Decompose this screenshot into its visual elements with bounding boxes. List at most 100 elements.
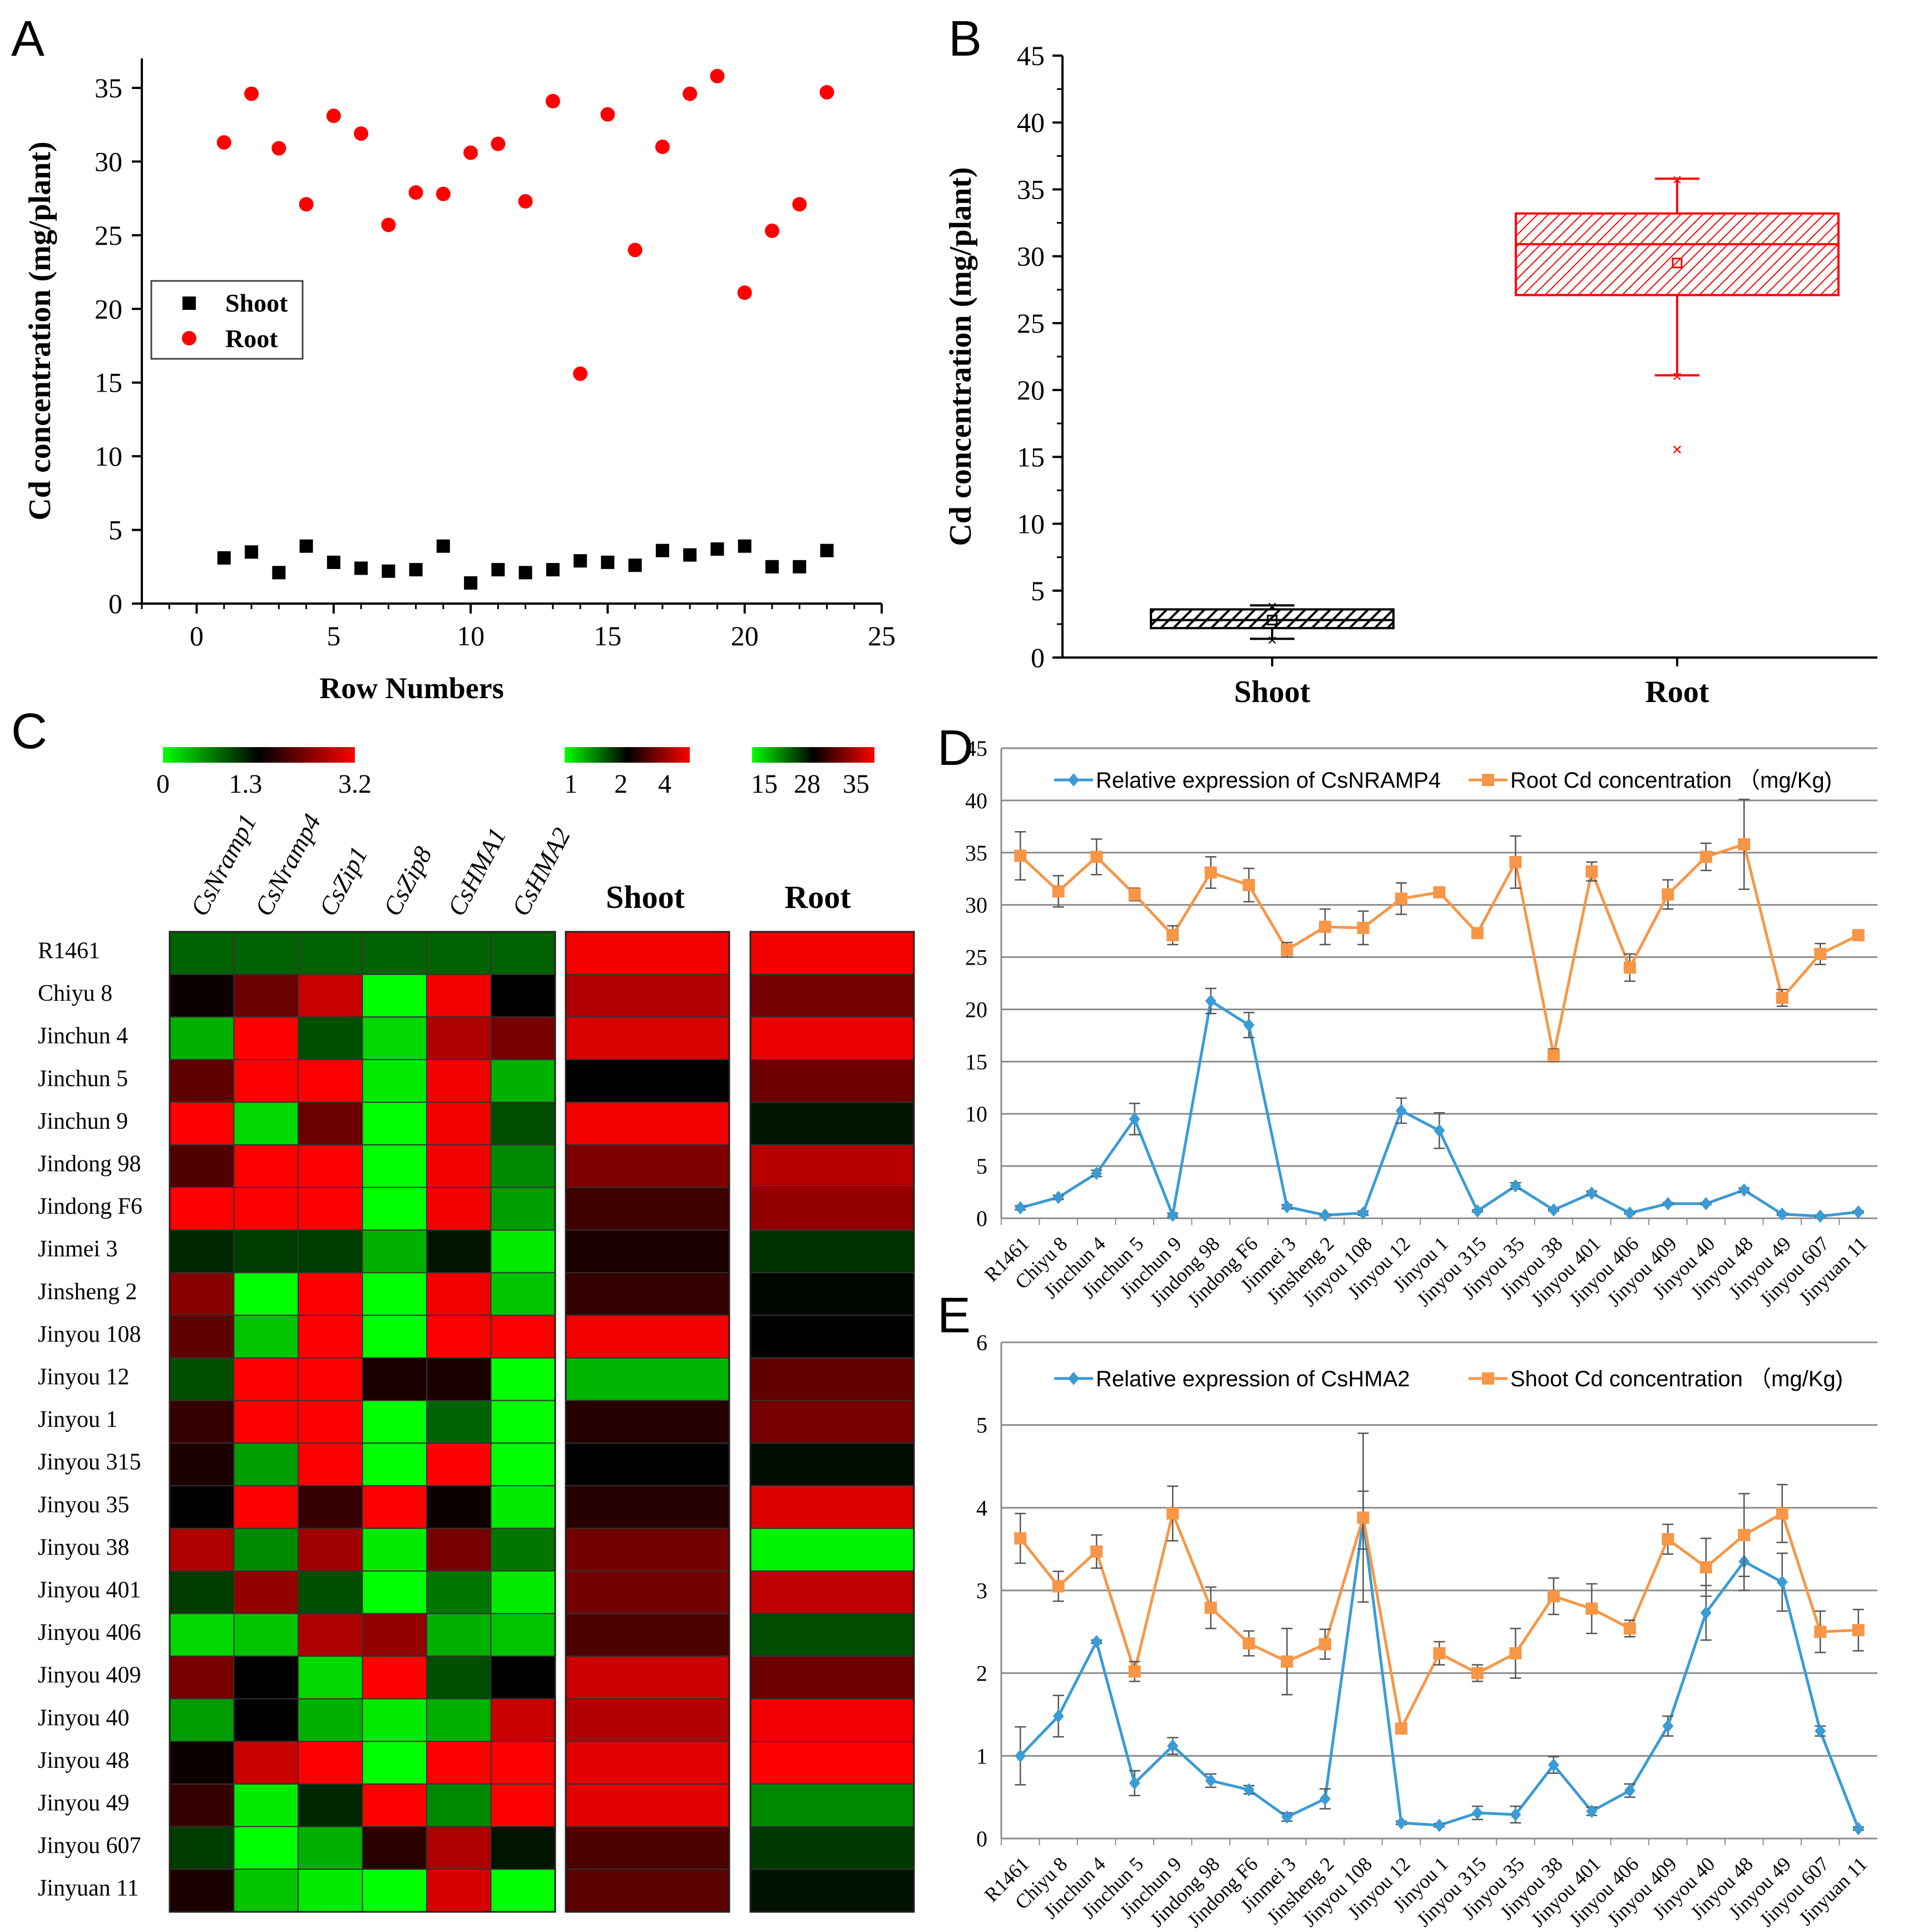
y-axis-title: Cd concentration (mg/plant)	[23, 141, 57, 520]
data-point	[1204, 1602, 1217, 1614]
data-point	[1243, 1018, 1255, 1032]
shoot-point	[683, 548, 697, 562]
heatmap-cell	[169, 931, 235, 975]
root-heatmap-cell	[750, 1442, 915, 1486]
heatmap-cell	[490, 1187, 556, 1231]
x-tick-label: 25	[868, 620, 896, 651]
heatmap-cell	[490, 1869, 556, 1913]
shoot-point	[491, 563, 505, 577]
y-tick-label: 2	[976, 1661, 987, 1686]
panel-label-b: B	[948, 11, 982, 67]
data-point	[1547, 1590, 1560, 1603]
shoot-point	[738, 539, 752, 553]
heatmap-cell	[298, 974, 363, 1018]
heatmap-cell	[233, 1442, 299, 1486]
root-heatmap-cell	[750, 1570, 915, 1614]
root-column-header: Root	[784, 879, 851, 915]
data-point	[1129, 1112, 1140, 1126]
root-point	[354, 126, 369, 141]
gene-column-label: CsHMA1	[442, 823, 511, 921]
legend-box	[150, 280, 304, 360]
x-tick-label: 0	[190, 620, 204, 651]
data-point	[1319, 1638, 1332, 1651]
heatmap-cell	[426, 1826, 492, 1870]
heatmap-cell	[490, 1101, 556, 1146]
heatmap-row-label: Jinyou 409	[38, 1663, 141, 1688]
y-tick-label: 0	[1031, 642, 1045, 673]
mean-marker	[1267, 615, 1278, 626]
root-heatmap-cell	[750, 1315, 915, 1358]
panel-b-boxplot: 0 5 10 15 20 25 30 35 40 45 Cd concentration (mg/p…	[943, 40, 1877, 709]
root-point	[792, 197, 807, 212]
heatmap-cell	[426, 1272, 492, 1316]
y-tick-label: 1	[976, 1743, 987, 1768]
data-point	[1434, 1819, 1445, 1832]
heatmap-cell	[169, 1101, 235, 1146]
root-heatmap-cell	[750, 974, 915, 1018]
data-point	[1509, 856, 1522, 868]
heatmap-cell	[362, 1315, 427, 1358]
heatmap-cell	[169, 1442, 235, 1486]
shoot-point	[382, 564, 396, 578]
shoot-heatmap-cell	[565, 1229, 730, 1273]
data-point	[1776, 991, 1788, 1004]
shoot-point	[518, 566, 532, 580]
shoot-point	[574, 554, 587, 568]
data-point	[1281, 943, 1293, 956]
data-point	[1852, 1624, 1865, 1637]
root-heatmap-cell	[750, 1400, 915, 1444]
heatmap-cell	[233, 1144, 299, 1188]
heatmap-row-label: Jinyou 401	[38, 1577, 141, 1603]
shoot-heatmap-cell	[565, 1357, 730, 1401]
y-tick-label: 15	[95, 367, 122, 398]
y-tick-label: 30	[965, 893, 987, 918]
heatmap-cell	[490, 1442, 556, 1486]
heatmap-row-label: Jinyou 35	[38, 1492, 130, 1518]
y-tick-label: 30	[1017, 241, 1045, 272]
heatmap-cell	[233, 1016, 299, 1060]
root-heatmap-cell	[750, 1826, 915, 1870]
y-tick-label: 45	[965, 736, 987, 761]
heatmap-cell	[426, 974, 492, 1018]
heatmap-row-label: Jindong 98	[38, 1151, 141, 1177]
heatmap-row-label: Jinyou 406	[38, 1620, 141, 1646]
data-point	[1205, 994, 1217, 1008]
heatmap-row-label: Jinyou 607	[38, 1833, 141, 1859]
panel-a-scatter: 0 5 10 15 20 25 0 5 10 15 20 25 30 35 Row Numbers Cd co…	[23, 58, 896, 705]
heatmap-cell	[169, 1826, 235, 1870]
legend-marker	[1068, 773, 1079, 787]
shoot-point	[628, 559, 642, 572]
heatmap-cell	[233, 1698, 299, 1742]
heatmap-cell	[490, 974, 556, 1018]
heatmap-cell	[362, 1741, 427, 1785]
shoot-heatmap-cell	[565, 1698, 730, 1742]
heatmap-cell	[426, 1656, 492, 1699]
heatmap-cell	[169, 1570, 235, 1614]
mean-marker	[1672, 258, 1683, 269]
heatmap-cell	[233, 1528, 299, 1572]
heatmap-row-label: Jindong F6	[38, 1194, 142, 1219]
root-color-scale-bar	[752, 747, 874, 763]
y-axis-title: Cd concentration (mg/plant)	[943, 167, 978, 546]
data-point	[1129, 1776, 1140, 1790]
shoot-heatmap-cell	[565, 1315, 730, 1358]
data-point	[1776, 1207, 1788, 1221]
heatmap-row-label: Jinchun 9	[38, 1109, 128, 1134]
root-scale-label: 35	[843, 769, 869, 799]
y-tick-label: 20	[965, 997, 987, 1022]
root-point	[683, 86, 698, 101]
heatmap-cell	[426, 1144, 492, 1188]
shoot-point	[409, 563, 423, 577]
root-heatmap-cell	[750, 1869, 915, 1913]
heatmap-cell	[362, 1059, 427, 1103]
shoot-heatmap-cell	[565, 1783, 730, 1827]
min-marker: ×	[1267, 631, 1277, 649]
y-tick-label: 25	[965, 945, 987, 970]
data-point	[1281, 1655, 1293, 1668]
shoot-heatmap-cell	[565, 1485, 730, 1529]
heatmap-row-label: Jinyou 108	[38, 1322, 141, 1347]
heatmap-cell	[233, 1656, 299, 1699]
data-point	[1623, 961, 1636, 974]
